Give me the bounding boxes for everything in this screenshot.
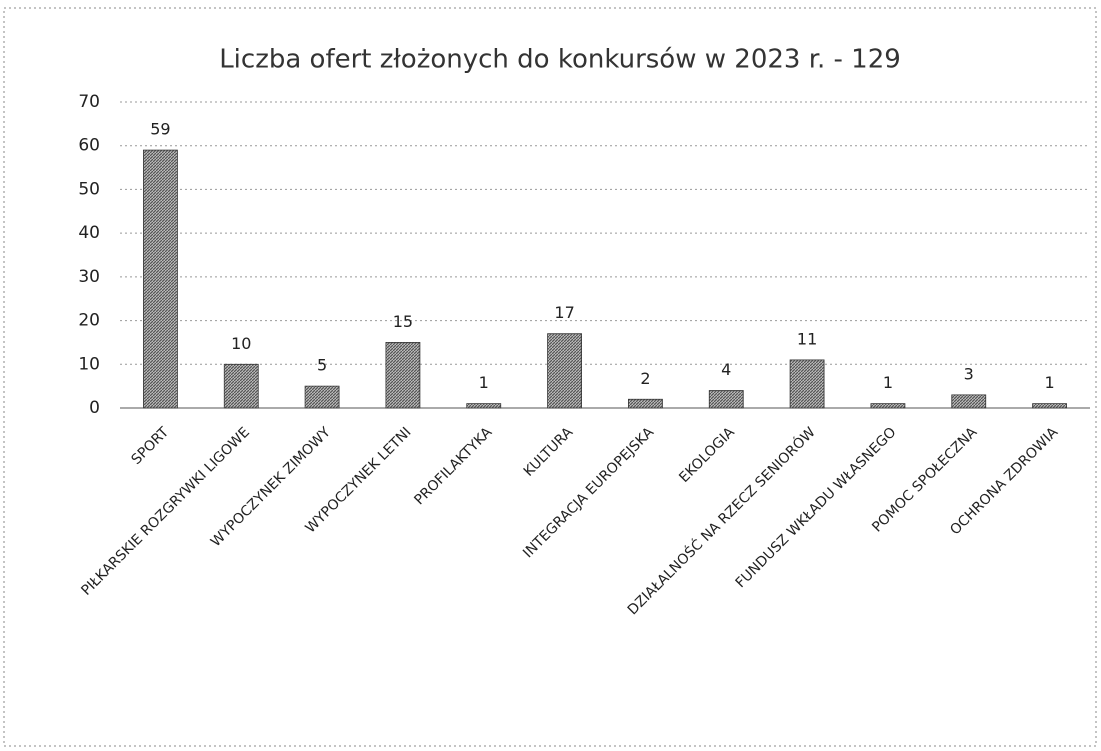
- y-tick-label: 20: [78, 311, 100, 331]
- y-tick-label: 0: [89, 398, 100, 418]
- data-label: 2: [640, 369, 650, 388]
- data-label: 4: [721, 360, 731, 379]
- data-label: 17: [554, 303, 574, 322]
- data-label: 1: [479, 373, 489, 392]
- data-label: 5: [317, 356, 327, 375]
- x-tick-label: PIŁKARSKIE ROZGRYWKI LIGOWE: [78, 424, 253, 599]
- data-label: 3: [964, 364, 974, 383]
- x-tick-label: EKOLOGIA: [676, 424, 738, 486]
- x-tick-label: INTEGRACJA EUROPEJSKA: [520, 424, 657, 561]
- data-label: 1: [883, 373, 893, 392]
- x-tick-label: PROFILAKTYKA: [411, 424, 495, 508]
- y-tick-label: 60: [78, 136, 100, 156]
- bar: [1032, 403, 1067, 409]
- bar: [870, 403, 906, 409]
- x-tick-label: FUNDUSZ WKŁADU WŁASNEGO: [733, 424, 900, 591]
- bar: [466, 403, 502, 409]
- y-tick-label: 70: [78, 92, 100, 112]
- y-tick-label: 10: [78, 354, 100, 374]
- bar: [223, 363, 259, 409]
- y-tick-label: 30: [78, 267, 100, 287]
- bar: [708, 390, 744, 409]
- y-tick-label: 50: [78, 179, 100, 199]
- bar: [951, 394, 987, 409]
- bar: [304, 385, 340, 409]
- chart-title: Liczba ofert złożonych do konkursów w 20…: [219, 45, 901, 75]
- data-label: 11: [797, 329, 817, 348]
- bar: [789, 359, 825, 409]
- data-label: 1: [1044, 373, 1054, 392]
- data-label: 15: [393, 312, 413, 331]
- x-tick-label: KULTURA: [521, 424, 577, 480]
- x-tick-label: SPORT: [129, 424, 173, 468]
- y-tick-label: 40: [78, 223, 100, 243]
- chart-border: [3, 7, 1097, 747]
- data-label: 59: [150, 120, 170, 139]
- bar: [628, 398, 663, 409]
- bar: [385, 342, 421, 409]
- bar: [143, 149, 178, 409]
- data-label: 10: [231, 334, 251, 353]
- bar: [547, 333, 582, 409]
